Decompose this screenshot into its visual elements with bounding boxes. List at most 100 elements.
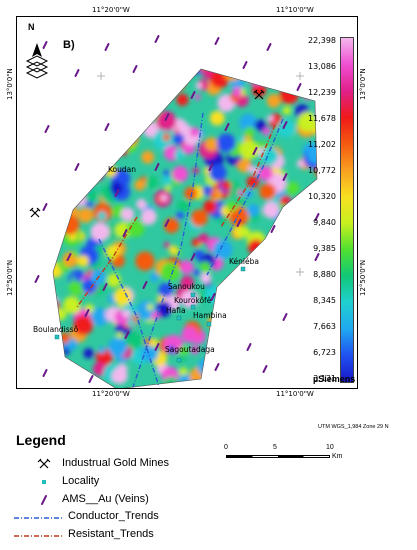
vein-marker [246, 343, 252, 351]
projection-label: UTM WGS_1,984 Zone 29 N [318, 424, 389, 430]
vein-marker [44, 125, 50, 133]
vein-marker [42, 369, 48, 377]
vein-marker [74, 69, 80, 77]
place-label-hafia: Hafia [166, 306, 186, 315]
left-coord-1: 13°0'0"N [6, 68, 14, 100]
vein-marker [132, 65, 138, 73]
legend-item-gold-mines: Industrual Gold Mines [62, 457, 169, 469]
locality-square-icon [42, 480, 46, 484]
vein-marker [154, 343, 160, 351]
colorbar: 22,398 13,086 12,239 11,678 11,202 10,772 10,3… [308, 36, 354, 388]
vein-marker [114, 189, 120, 197]
map-canvas[interactable] [17, 17, 357, 388]
vein-marker [236, 219, 242, 227]
legend-item-resistant: Resistant_Trends [68, 528, 154, 540]
colorbar-gradient [340, 37, 354, 383]
top-coord-1: 11°20'0"W [92, 6, 130, 14]
vein-marker [142, 281, 148, 289]
colorbar-label: 9,385 [313, 244, 336, 253]
vein-marker [190, 91, 196, 99]
colorbar-label: 6,723 [313, 348, 336, 357]
scale-bar: 0 5 10 Km [224, 444, 343, 464]
vein-marker [262, 365, 268, 373]
colorbar-label: 11,202 [308, 140, 336, 149]
locality-marker[interactable] [54, 334, 60, 340]
survey-outline [52, 68, 318, 388]
colorbar-label: 12,239 [308, 88, 336, 97]
gold-mines [29, 89, 265, 218]
left-coord-2: 12°50'0"N [6, 259, 14, 296]
place-label-sanoukou: Sanoukou [168, 282, 205, 291]
vein-marker [270, 225, 276, 233]
scale-bar-graphic [226, 455, 330, 458]
vein-marker [122, 229, 128, 237]
legend-item-veins: AMS__Au (Veins) [62, 493, 149, 505]
bottom-coord-2: 11°10'0"W [276, 390, 314, 398]
locality-marker[interactable] [190, 304, 196, 310]
scale-tick-5: 5 [273, 444, 277, 451]
legend-item-locality: Locality [62, 475, 100, 487]
vein-marker [282, 313, 288, 321]
colorbar-label: 10,320 [308, 192, 336, 201]
scale-tick-0: 0 [224, 444, 228, 451]
vein-marker [42, 203, 48, 211]
vein-icon [41, 495, 47, 505]
vein-marker [242, 61, 248, 69]
vein-marker [88, 375, 94, 383]
place-label-kourokofe: Kourokôfê [174, 296, 212, 305]
place-label-boulandisso: Boulandissô [33, 325, 79, 334]
locality-marker[interactable] [206, 321, 212, 327]
legend-item-conductor: Conductor_Trends [68, 510, 159, 522]
vein-marker [164, 113, 170, 121]
vein-marker [154, 35, 160, 43]
panel-label: B) [63, 39, 75, 51]
locality-marker[interactable] [190, 292, 196, 298]
colorbar-unit: µSiemens [313, 374, 356, 384]
scale-unit: Km [332, 453, 343, 460]
colorbar-label: 3,131 [313, 374, 336, 383]
vein-marker [266, 43, 272, 51]
vein-marker [282, 121, 288, 129]
vein-marker [214, 37, 220, 45]
gold-mine-icon[interactable] [29, 207, 41, 218]
right-coord-1: 13°0'0"N [359, 68, 367, 100]
place-label-sagoutadaga: Sagoutadaga [165, 345, 215, 354]
vein-marker [74, 163, 80, 171]
vein-marker [102, 283, 108, 291]
vein-marker [252, 147, 258, 155]
pick-icon [37, 458, 51, 469]
place-label-kenieba: Kéniéba [229, 257, 259, 266]
vein-markers [34, 35, 320, 383]
conductor-line-icon [14, 517, 62, 519]
vein-marker [164, 219, 170, 227]
colorbar-label: 7,663 [313, 322, 336, 331]
colorbar-label: 22,398 [308, 36, 336, 45]
map-frame[interactable]: N B) 22,398 13,086 12,239 11,678 11,202 10,77… [16, 16, 358, 389]
colorbar-label: 10,772 [308, 166, 336, 175]
bottom-coord-1: 11°20'0"W [92, 390, 130, 398]
locality-marker[interactable] [176, 357, 182, 363]
trend-lines [76, 112, 284, 388]
vein-marker [210, 293, 216, 301]
vein-marker [84, 309, 90, 317]
vein-marker [42, 41, 48, 49]
vein-marker [214, 363, 220, 371]
north-arrow-icon [25, 43, 49, 79]
vein-marker [314, 253, 320, 261]
vein-marker [124, 331, 130, 339]
colorbar-label: 9,840 [313, 218, 336, 227]
gold-mine-icon[interactable] [253, 89, 265, 100]
colorbar-label: 13,086 [308, 62, 336, 71]
localities [54, 266, 246, 363]
resistant-line-icon [14, 535, 62, 537]
vein-marker [66, 253, 72, 261]
north-label-letter: N [28, 22, 35, 32]
scale-tick-10: 10 [326, 444, 334, 451]
locality-marker[interactable] [240, 266, 246, 272]
vein-marker [208, 163, 214, 171]
resistant-trend-line [76, 216, 138, 308]
vein-marker [190, 253, 196, 261]
vein-marker [314, 213, 320, 221]
locality-marker[interactable] [176, 315, 182, 321]
colorbar-label: 8,880 [313, 270, 336, 279]
